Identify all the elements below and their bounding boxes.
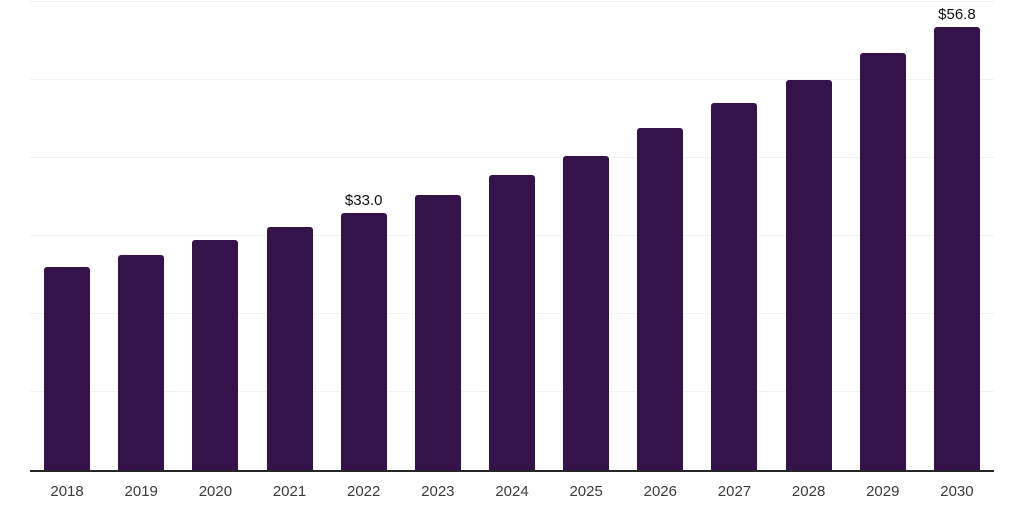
- bar-2020: [192, 239, 239, 470]
- x-axis-labels: 2018 2019 2020 2021 2022 2023 2024 2025 2026 2027…: [30, 483, 994, 503]
- x-axis-label-2027: 2027: [717, 483, 752, 500]
- gridline: [30, 1, 994, 2]
- plot-area: $33.0 $56.8: [30, 0, 994, 472]
- bar-2023: [414, 195, 461, 470]
- bar-2025: [563, 155, 610, 470]
- bar-2021: [266, 227, 313, 470]
- bar-2030: [933, 26, 980, 470]
- x-axis-label-2020: 2020: [198, 483, 233, 500]
- bar-2026: [637, 127, 684, 470]
- bar-value-label-2022: $33.0: [344, 191, 383, 209]
- x-axis-label-2021: 2021: [272, 483, 307, 500]
- bar-2027: [711, 103, 758, 470]
- x-axis-label-2024: 2024: [495, 483, 529, 500]
- x-axis-label-2028: 2028: [791, 483, 826, 500]
- x-axis-line: [30, 470, 994, 472]
- gridline: [30, 157, 994, 158]
- bar-2022: [340, 212, 387, 470]
- x-axis-label-2030: 2030: [940, 483, 974, 500]
- x-axis-label-2022: 2022: [347, 483, 381, 500]
- bar-value-label-2030: $56.8: [938, 5, 976, 23]
- bar-2024: [489, 175, 535, 470]
- bar-2018: [44, 267, 91, 470]
- x-axis-label-2029: 2029: [866, 483, 900, 500]
- x-axis-label-2019: 2019: [124, 483, 158, 500]
- bar-2028: [785, 80, 832, 470]
- x-axis-label-2018: 2018: [50, 483, 84, 500]
- x-axis-label-2023: 2023: [421, 483, 455, 500]
- bar-2029: [859, 52, 906, 470]
- x-axis-label-2026: 2026: [643, 483, 677, 500]
- gridline: [30, 79, 994, 80]
- bar-2019: [118, 254, 165, 470]
- x-axis-label-2025: 2025: [569, 483, 603, 500]
